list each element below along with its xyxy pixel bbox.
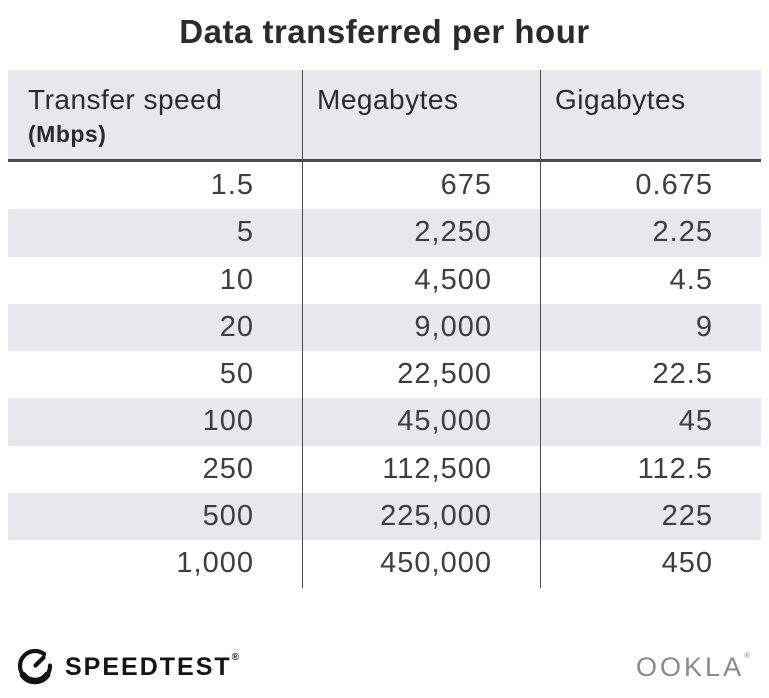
header-transfer-speed: Transfer speed (Mbps) xyxy=(8,70,302,159)
footer: SPEEDTEST® OOKLA® xyxy=(16,646,753,688)
cell-gigabytes: 4.5 xyxy=(540,256,761,304)
cell-megabytes: 675 xyxy=(302,162,540,210)
table-row: 50 22,500 22.5 xyxy=(8,351,761,399)
data-table: Transfer speed (Mbps) Megabytes Gigabyte… xyxy=(8,70,761,588)
cell-megabytes: 225,000 xyxy=(302,493,540,541)
cell-megabytes: 4,500 xyxy=(302,256,540,304)
table-row: 5 2,250 2.25 xyxy=(8,209,761,257)
cell-megabytes: 450,000 xyxy=(302,540,540,588)
table-row: 250 112,500 112.5 xyxy=(8,445,761,494)
speedtest-gauge-icon xyxy=(16,645,56,690)
page-title: Data transferred per hour xyxy=(179,13,590,50)
cell-transfer-speed: 20 xyxy=(219,310,254,343)
table-row: 20 9,000 9 xyxy=(8,303,761,352)
ookla-logo: OOKLA® xyxy=(636,650,753,683)
table-row: 100 45,000 45 xyxy=(8,398,761,446)
header-transfer-speed-label: Transfer speed xyxy=(28,84,223,115)
cell-gigabytes: 45 xyxy=(540,398,761,446)
cell-transfer-speed: 500 xyxy=(202,500,254,533)
cell-gigabytes: 22.5 xyxy=(540,351,761,399)
ookla-label: OOKLA xyxy=(636,651,745,682)
cell-gigabytes: 2.25 xyxy=(540,209,761,257)
speedtest-registered-mark: ® xyxy=(231,651,242,663)
header-transfer-speed-unit: (Mbps) xyxy=(28,121,107,148)
cell-transfer-speed: 100 xyxy=(202,405,254,438)
cell-gigabytes: 9 xyxy=(540,303,761,352)
ookla-registered-mark: ® xyxy=(744,650,753,660)
speedtest-logo: SPEEDTEST® xyxy=(16,645,241,690)
header-megabytes-label: Megabytes xyxy=(317,84,459,115)
table-body: 1.5 675 0.675 5 2,250 2.25 10 4,500 4.5 … xyxy=(8,162,761,588)
cell-transfer-speed: 5 xyxy=(236,216,254,249)
cell-transfer-speed: 1,000 xyxy=(176,547,254,580)
cell-transfer-speed: 10 xyxy=(219,263,254,296)
header-gigabytes: Gigabytes xyxy=(540,70,761,159)
table-row: 500 225,000 225 xyxy=(8,493,761,541)
cell-transfer-speed: 50 xyxy=(219,358,254,391)
cell-gigabytes: 112.5 xyxy=(540,445,761,494)
speedtest-wordmark: SPEEDTEST® xyxy=(65,651,242,682)
cell-gigabytes: 450 xyxy=(540,540,761,588)
cell-megabytes: 112,500 xyxy=(302,445,540,494)
cell-gigabytes: 225 xyxy=(540,493,761,541)
cell-megabytes: 2,250 xyxy=(302,209,540,257)
cell-megabytes: 45,000 xyxy=(302,398,540,446)
table-row: 1,000 450,000 450 xyxy=(8,540,761,588)
cell-transfer-speed: 250 xyxy=(202,452,254,485)
cell-transfer-speed: 1.5 xyxy=(210,169,254,201)
header-gigabytes-label: Gigabytes xyxy=(555,84,686,115)
cell-gigabytes: 0.675 xyxy=(540,162,761,210)
table-header-row: Transfer speed (Mbps) Megabytes Gigabyte… xyxy=(8,70,761,162)
table-row: 10 4,500 4.5 xyxy=(8,256,761,304)
table-row: 1.5 675 0.675 xyxy=(8,162,761,210)
cell-megabytes: 22,500 xyxy=(302,351,540,399)
header-megabytes: Megabytes xyxy=(302,70,540,159)
speedtest-label: SPEEDTEST xyxy=(65,652,232,681)
cell-megabytes: 9,000 xyxy=(302,303,540,352)
